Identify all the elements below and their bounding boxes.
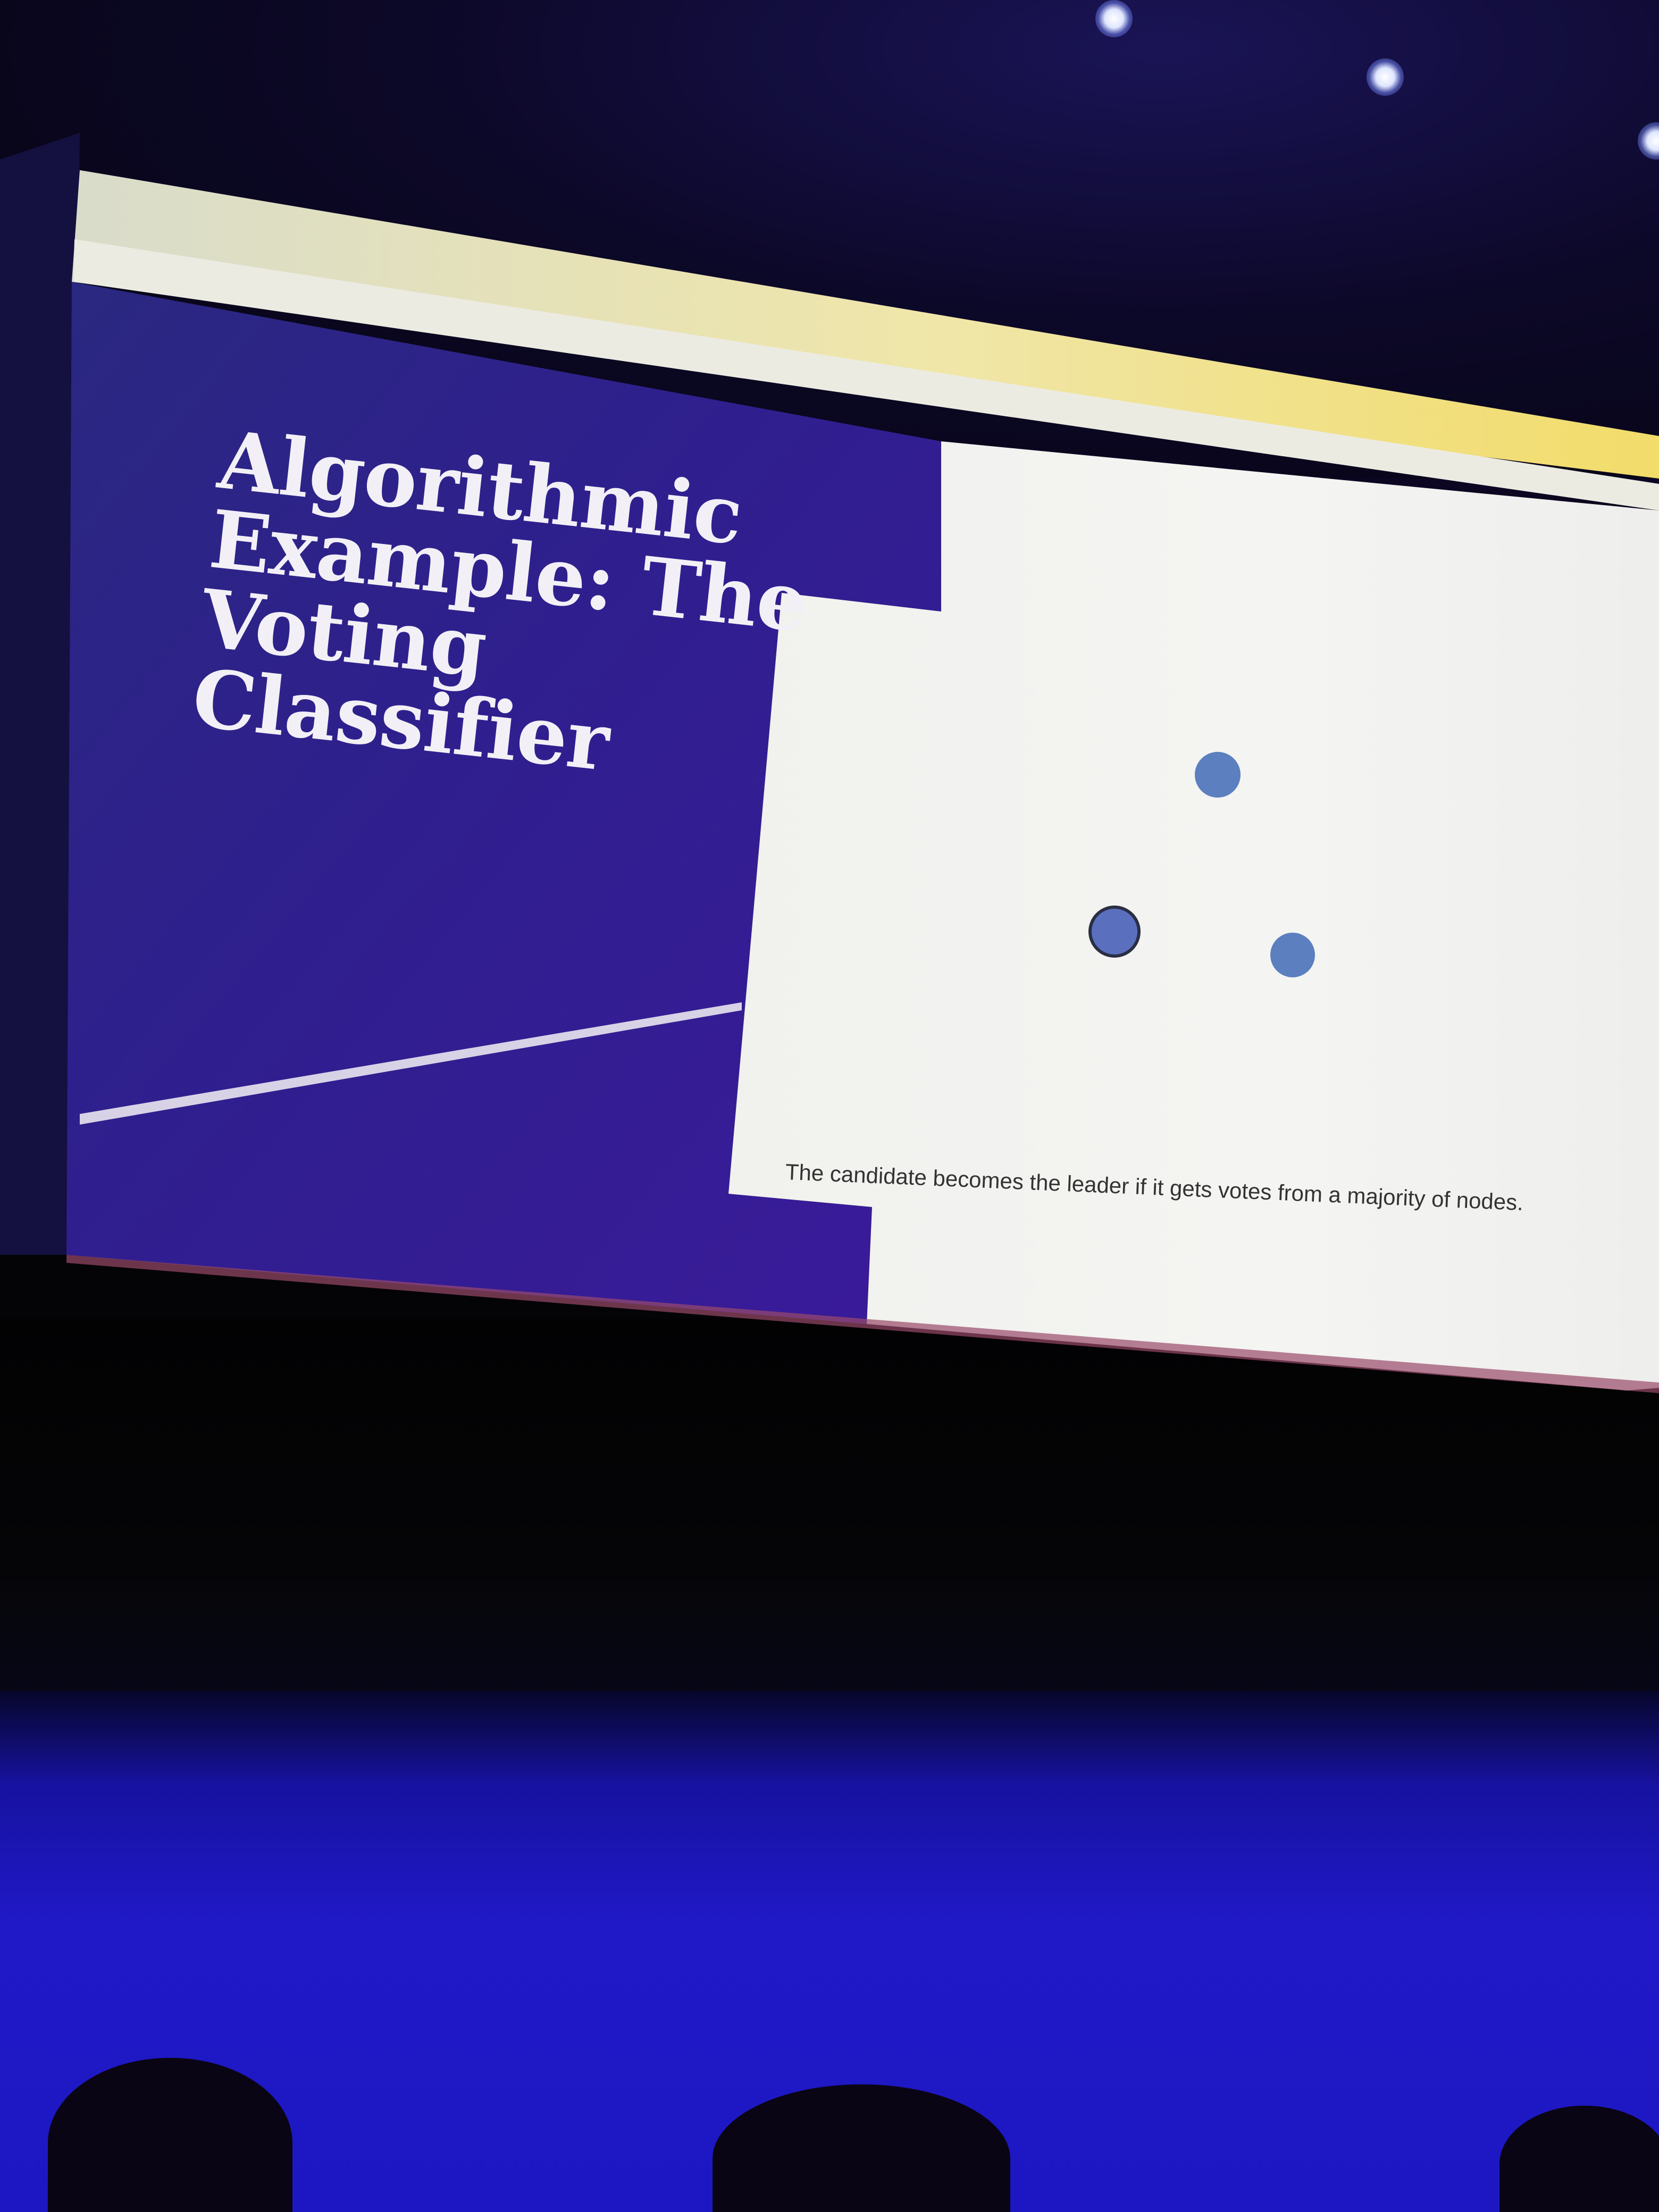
projection-screen: Algorithmic Example: The Voting Classifi… xyxy=(0,133,1659,1393)
stage-floor xyxy=(0,1691,1659,2212)
node-diagram xyxy=(1088,752,1315,977)
stage-backwall xyxy=(0,1319,1659,1723)
slide-title: Algorithmic Example: The Voting Classifi… xyxy=(188,413,831,803)
audience-head xyxy=(713,2084,1010,2212)
stage-light xyxy=(1095,0,1133,37)
screen-bottom-edge xyxy=(66,1255,1659,1393)
node-circle xyxy=(1195,752,1241,798)
node-circle xyxy=(1270,933,1315,977)
diagram-panel xyxy=(728,441,1659,1390)
browser-address-bar xyxy=(73,239,1659,510)
slide-background xyxy=(66,282,941,1324)
stage-light xyxy=(1367,58,1404,96)
screen-left-edge xyxy=(0,133,80,1255)
audience-head xyxy=(1499,2106,1659,2212)
node-circle xyxy=(1088,906,1141,958)
browser-toolbar xyxy=(72,170,1659,479)
audience-head xyxy=(48,2058,292,2212)
slide-accent-line xyxy=(80,1002,742,1125)
